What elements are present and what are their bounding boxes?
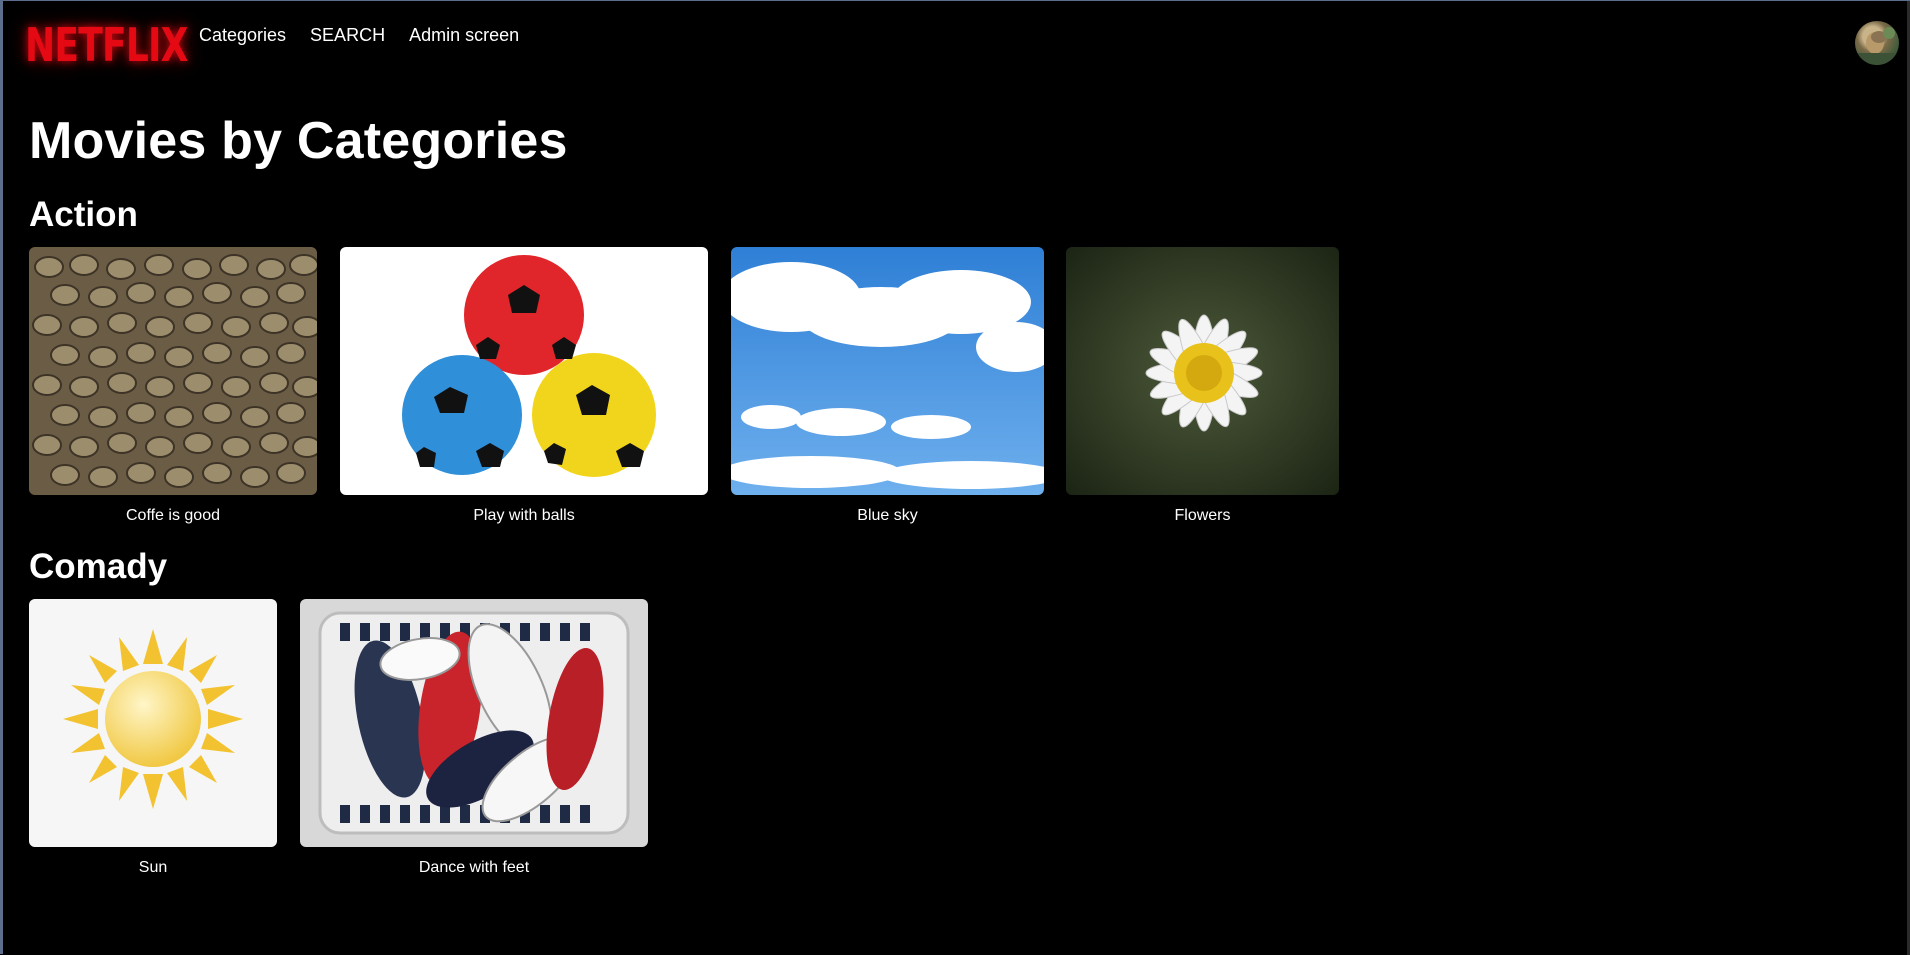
movie-title: Sun bbox=[138, 859, 168, 876]
movie-title: Blue sky bbox=[857, 507, 918, 524]
window-edge bbox=[1907, 1, 1910, 955]
top-navbar: NETFLIX Categories SEARCH Admin screen bbox=[3, 1, 1909, 83]
daisy-flower-image bbox=[1066, 247, 1339, 495]
sun-image bbox=[29, 599, 277, 847]
movie-card[interactable]: Flowers bbox=[1066, 247, 1339, 525]
soccer-balls-image bbox=[340, 247, 708, 495]
page-title: Movies by Categories bbox=[29, 112, 568, 170]
movie-title: Flowers bbox=[1174, 507, 1231, 524]
movie-title: Coffe is good bbox=[126, 507, 220, 524]
category-title-action: Action bbox=[29, 195, 138, 234]
movie-card[interactable]: Play with balls bbox=[340, 247, 708, 525]
user-avatar-image bbox=[1855, 27, 1899, 65]
category-title-comady: Comady bbox=[29, 547, 168, 586]
nav-admin-screen-link[interactable]: Admin screen bbox=[409, 25, 520, 45]
netflix-logo[interactable]: NETFLIX bbox=[25, 19, 188, 73]
coffee-beans-image bbox=[29, 247, 317, 495]
movie-card[interactable]: Coffe is good bbox=[29, 247, 317, 525]
sky-clouds-image bbox=[731, 247, 1044, 495]
movie-title: Dance with feet bbox=[418, 859, 530, 876]
movie-card[interactable]: Dance with feet bbox=[300, 599, 648, 877]
movie-title: Play with balls bbox=[473, 507, 575, 524]
movie-card[interactable]: Sun bbox=[29, 599, 277, 877]
movie-card[interactable]: Blue sky bbox=[731, 247, 1044, 525]
nav-search-link[interactable]: SEARCH bbox=[310, 25, 386, 45]
nav-categories-link[interactable]: Categories bbox=[199, 25, 287, 45]
main-nav: Categories SEARCH Admin screen bbox=[199, 25, 519, 46]
sneakers-image bbox=[300, 599, 648, 847]
user-avatar[interactable] bbox=[1855, 21, 1899, 65]
